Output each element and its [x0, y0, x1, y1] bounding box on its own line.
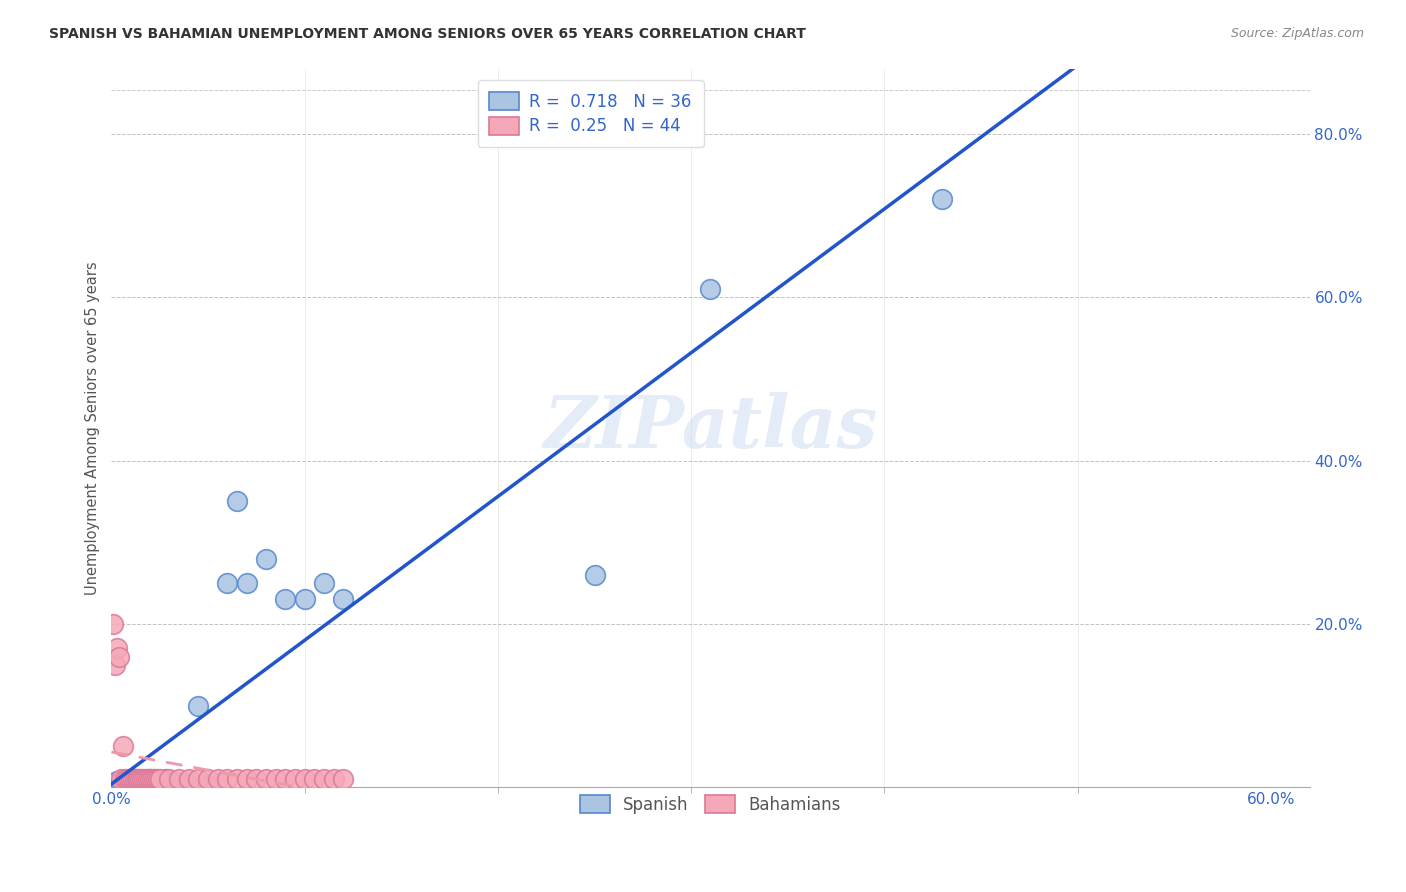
Point — [114, 772, 136, 786]
Point — [207, 772, 229, 786]
Point — [114, 778, 136, 792]
Point — [304, 772, 326, 786]
Point — [149, 772, 172, 786]
Point — [312, 576, 335, 591]
Point — [226, 772, 249, 786]
Point — [235, 772, 257, 786]
Point — [197, 778, 219, 792]
Point — [131, 778, 153, 792]
Legend: Spanish, Bahamians: Spanish, Bahamians — [568, 783, 852, 826]
Point — [103, 616, 125, 631]
Point — [136, 772, 159, 786]
Point — [118, 778, 141, 792]
Point — [134, 772, 156, 786]
Point — [294, 772, 316, 786]
Point — [120, 772, 142, 786]
Point — [177, 772, 200, 786]
Point — [127, 778, 149, 792]
Point — [142, 776, 165, 790]
Point — [312, 772, 335, 786]
Point — [111, 739, 134, 754]
Point — [145, 772, 167, 786]
Point — [254, 551, 277, 566]
Point — [120, 776, 142, 790]
Point — [121, 772, 143, 786]
Point — [332, 772, 354, 786]
Point — [108, 778, 131, 792]
Point — [155, 772, 177, 786]
Point — [167, 772, 190, 786]
Point — [187, 698, 209, 713]
Point — [129, 776, 152, 790]
Point — [149, 773, 172, 788]
Point — [129, 772, 152, 786]
Point — [124, 772, 146, 786]
Point — [124, 772, 146, 786]
Y-axis label: Unemployment Among Seniors over 65 years: Unemployment Among Seniors over 65 years — [86, 261, 100, 595]
Point — [226, 494, 249, 508]
Point — [125, 773, 148, 788]
Point — [254, 772, 277, 786]
Point — [245, 772, 267, 786]
Point — [235, 576, 257, 591]
Point — [332, 592, 354, 607]
Text: Source: ZipAtlas.com: Source: ZipAtlas.com — [1230, 27, 1364, 40]
Point — [110, 776, 132, 790]
Point — [264, 772, 287, 786]
Point — [139, 772, 162, 786]
Point — [131, 772, 153, 786]
Point — [115, 776, 138, 790]
Point — [115, 772, 138, 786]
Point — [274, 592, 297, 607]
Point — [157, 776, 180, 790]
Point — [127, 772, 149, 786]
Point — [294, 592, 316, 607]
Point — [104, 657, 127, 672]
Point — [135, 773, 157, 788]
Point — [142, 772, 165, 786]
Point — [187, 772, 209, 786]
Point — [125, 772, 148, 786]
Point — [217, 576, 239, 591]
Point — [118, 772, 141, 786]
Point — [931, 192, 953, 206]
Point — [699, 282, 721, 296]
Point — [141, 772, 163, 786]
Point — [167, 776, 190, 790]
Point — [108, 649, 131, 664]
Point — [111, 774, 134, 789]
Point — [105, 773, 128, 788]
Point — [121, 778, 143, 792]
Point — [274, 772, 297, 786]
Point — [284, 772, 307, 786]
Point — [139, 772, 162, 786]
Text: ZIPatlas: ZIPatlas — [543, 392, 877, 463]
Point — [110, 772, 132, 786]
Text: SPANISH VS BAHAMIAN UNEMPLOYMENT AMONG SENIORS OVER 65 YEARS CORRELATION CHART: SPANISH VS BAHAMIAN UNEMPLOYMENT AMONG S… — [49, 27, 806, 41]
Point — [197, 772, 219, 786]
Point — [217, 772, 239, 786]
Point — [104, 776, 127, 790]
Point — [146, 772, 169, 786]
Point — [135, 772, 157, 786]
Point — [583, 567, 606, 582]
Point — [177, 778, 200, 792]
Point — [157, 772, 180, 786]
Point — [105, 641, 128, 656]
Point — [322, 772, 344, 786]
